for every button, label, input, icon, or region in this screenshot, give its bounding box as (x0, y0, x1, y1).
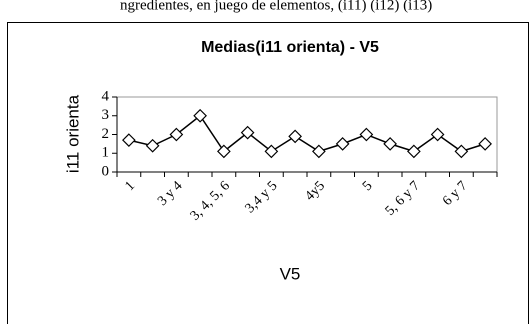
data-marker (217, 144, 231, 159)
data-marker (240, 125, 255, 140)
y-tick-label: 2 (102, 126, 110, 142)
y-axis-title: i11 orienta (63, 94, 82, 173)
data-marker (145, 138, 160, 153)
x-tick-label: 3,4 y 5 (243, 178, 281, 216)
y-tick-label: 0 (102, 163, 110, 179)
data-marker (359, 127, 374, 142)
x-tick-label: 3 y 4 (155, 178, 185, 208)
x-tick-label: 3, 4, 5, 6 (188, 178, 233, 223)
x-tick-label: 5, 6 y 7 (383, 178, 423, 218)
x-tick-label: 5 (360, 178, 376, 194)
chart-title: Medias(i11 orienta) - V5 (201, 39, 379, 56)
data-marker (288, 129, 302, 144)
data-marker (264, 144, 279, 159)
data-marker (430, 127, 445, 142)
x-axis-title: V5 (280, 264, 301, 283)
data-marker (335, 137, 350, 151)
header-text: ngredientes, en juego de elementos, (i11… (120, 0, 432, 13)
x-tick-label: 4y5 (303, 178, 328, 203)
data-marker (193, 108, 207, 123)
data-marker (407, 144, 421, 159)
data-marker (122, 133, 136, 147)
x-tick-label: 1 (122, 178, 138, 194)
y-tick-label: 4 (102, 88, 110, 104)
y-tick-label: 3 (102, 107, 110, 123)
data-line (128, 114, 486, 153)
chart-border (7, 22, 529, 324)
data-marker (383, 137, 397, 151)
data-marker (454, 144, 469, 159)
data-marker (312, 144, 326, 159)
x-tick-label: 6 y 7 (440, 178, 470, 208)
y-tick-label: 1 (102, 145, 110, 161)
data-marker (478, 137, 492, 151)
data-marker (169, 127, 184, 142)
